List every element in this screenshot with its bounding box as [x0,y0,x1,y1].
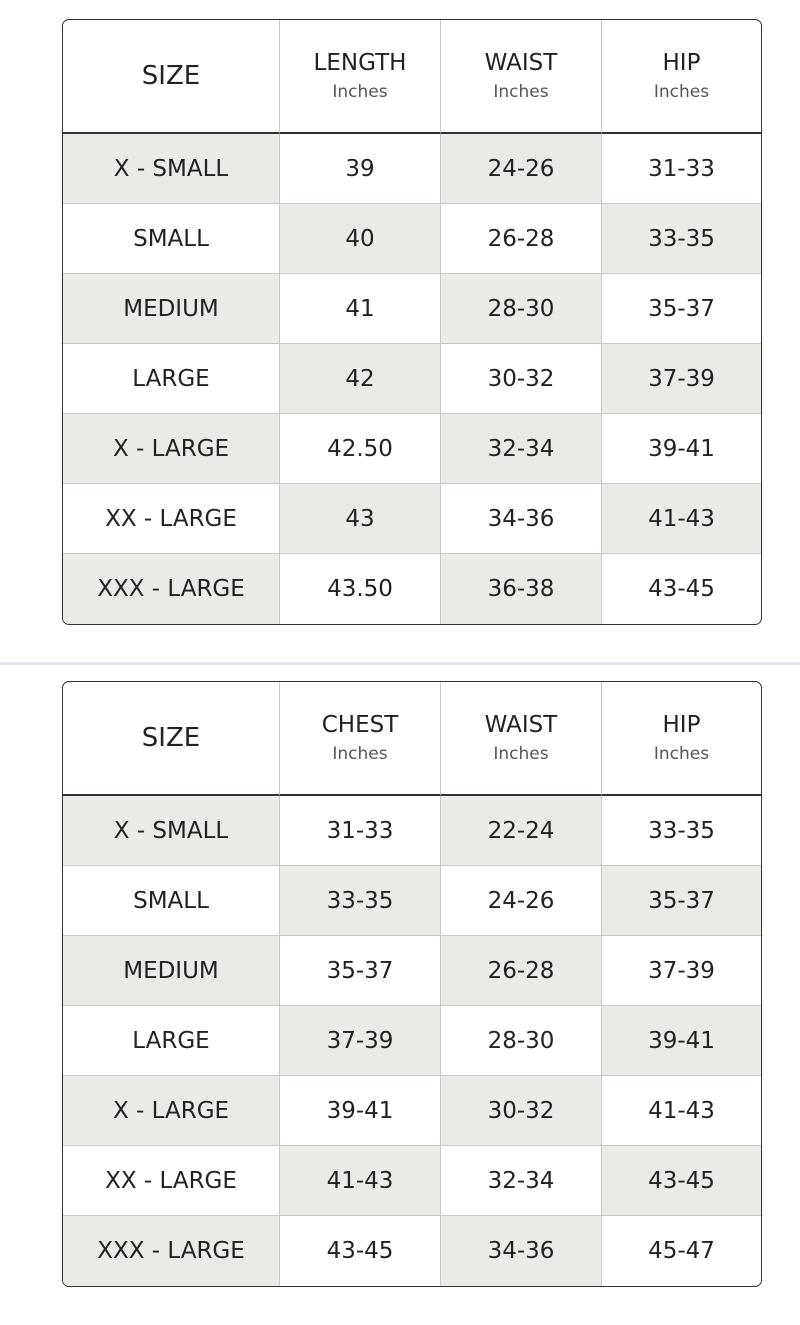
separator [0,662,800,665]
size-cell: LARGE [63,1006,280,1076]
measure-cell: 28-30 [441,274,602,344]
header-cell: CHEST Inches [280,682,441,796]
column-label: SIZE [141,61,201,91]
measure-cell: 36-38 [441,554,602,624]
measure-cell: 45-47 [648,1238,715,1264]
measure-cell: 43-45 [602,1146,761,1216]
measure-cell: 26-28 [441,936,602,1006]
measure-cell: 39-41 [602,1006,761,1076]
header-cell: LENGTH Inches [280,20,441,134]
measure-cell: 30-32 [441,344,602,414]
measure-cell: 39-41 [280,1076,441,1146]
column-unit: Inches [332,744,388,764]
measure-cell: 33-35 [602,204,761,274]
measure-cell: 31-33 [280,796,441,866]
measure-cell: 34-36 [441,1216,602,1286]
measure-cell: 22-24 [441,796,602,866]
measure-cell: 35-37 [602,274,761,344]
measure-cell: 33-35 [280,866,441,936]
measure-cell: 37-39 [602,344,761,414]
column-label: SIZE [141,723,201,753]
size-cell: XX - LARGE [63,484,280,554]
measure-cell: 42.50 [280,414,441,484]
measure-cell: 32-34 [441,1146,602,1216]
measure-cell: 32-34 [441,414,602,484]
size-cell: SMALL [63,204,280,274]
measure-cell: 34-36 [441,484,602,554]
measure-cell: 33-35 [602,796,761,866]
measure-cell: 35-37 [602,866,761,936]
column-unit: Inches [653,744,710,764]
measure-cell: 28-30 [441,1006,602,1076]
header-cell: HIP Inches [602,682,761,796]
measure-cell: 41 [280,274,441,344]
header-cell: SIZE [63,682,280,796]
size-cell: X - LARGE [63,414,280,484]
measure-cell: 24-26 [441,134,602,204]
measure-cell: 35-37 [280,936,441,1006]
measure-cell: 37-39 [280,1006,441,1076]
size-cell: MEDIUM [63,274,280,344]
size-cell: XX - LARGE [63,1146,280,1216]
measure-cell: 31-33 [602,134,761,204]
measure-cell: 41-43 [602,484,761,554]
header-cell: HIP Inches [602,20,761,134]
size-table: SIZE LENGTH Inches WAIST Inches HIP Inches X - … [62,19,762,625]
column-unit: Inches [493,744,549,764]
size-table: SIZE CHEST Inches WAIST Inches HIP Inches X - S… [62,681,762,1287]
measure-cell: 42 [280,344,441,414]
size-cell: LARGE [63,344,280,414]
measure-cell: 41-43 [602,1076,761,1146]
measure-cell: 40 [280,204,441,274]
measure-cell: 41-43 [280,1146,441,1216]
column-label: LENGTH [313,50,407,76]
header-cell: WAIST Inches [441,20,602,134]
size-cell: X - LARGE [63,1076,280,1146]
measure-cell: 39-41 [602,414,761,484]
column-label: WAIST [484,50,558,76]
column-unit: Inches [653,82,710,102]
column-label: CHEST [321,712,399,738]
header-cell: WAIST Inches [441,682,602,796]
measure-cell: 43-45 [280,1216,441,1286]
size-cell: X - SMALL [63,134,280,204]
size-cell: MEDIUM [63,936,280,1006]
column-label: HIP [662,50,701,76]
header-cell: SIZE [63,20,280,134]
size-cell: XXX - LARGE [63,554,280,624]
measure-cell: 24-26 [441,866,602,936]
column-label: WAIST [484,712,558,738]
size-cell: XXX - LARGE [63,1216,280,1286]
measure-cell: 30-32 [441,1076,602,1146]
size-cell: X - SMALL [63,796,280,866]
size-cell: SMALL [63,866,280,936]
measure-cell: 43 [280,484,441,554]
column-unit: Inches [493,82,549,102]
measure-cell: 43-45 [648,576,715,602]
column-label: HIP [662,712,701,738]
measure-cell: 39 [280,134,441,204]
measure-cell: 26-28 [441,204,602,274]
measure-cell: 43.50 [280,554,441,624]
column-unit: Inches [332,82,388,102]
measure-cell: 37-39 [602,936,761,1006]
